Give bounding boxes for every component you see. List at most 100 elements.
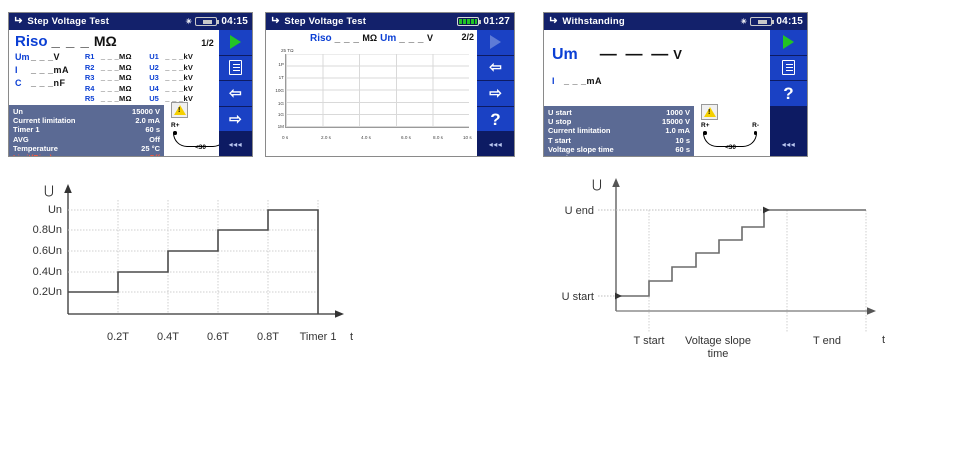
- um-unit: V: [673, 47, 682, 62]
- screen-content: Um — — — V I _ _ _ mA R+ R-: [544, 30, 770, 156]
- svg-text:Voltage slope: Voltage slope: [685, 335, 751, 347]
- setting-row: Current limitation 1.0 mA: [548, 126, 690, 136]
- readout-c: C _ _ _ nF: [15, 78, 85, 88]
- help-button[interactable]: ?: [477, 106, 514, 133]
- u-step-column: U1 _ _ _ kV U2 _ _ _ kV U3 _ _ _ kV U4 _ _ _ kV …: [149, 52, 213, 105]
- svg-text:0.6T: 0.6T: [207, 331, 229, 343]
- right-arrow-icon: ⇨: [489, 84, 502, 102]
- um-label: Um: [380, 33, 397, 44]
- um-unit: V: [53, 52, 61, 62]
- terminal-r-minus-label: R-: [752, 122, 759, 129]
- table-row: R3 _ _ _ MΩ: [84, 73, 132, 82]
- setting-row: Un 15000 V: [13, 107, 160, 116]
- play-icon: [783, 35, 794, 50]
- x-tick: 6.0 s: [401, 135, 411, 140]
- page-indicator: 2/2: [461, 32, 474, 42]
- back-button[interactable]: ◂◂◂: [477, 132, 514, 156]
- plot-area: [285, 54, 469, 128]
- screen-title: Withstanding: [562, 16, 625, 27]
- terminal-dot-left: [173, 131, 177, 135]
- table-row: U5 _ _ _ kV: [149, 94, 194, 103]
- um-value: _ _ _: [31, 52, 54, 62]
- measurement-plot: 25 TΩ 1P 1T 10G 1G 1G 1M 0 s 2.0 s 4.0 s…: [269, 46, 473, 141]
- play-icon: [490, 35, 501, 50]
- svg-text:time: time: [708, 348, 729, 358]
- i-value: _ _ _: [564, 76, 587, 86]
- blank-key[interactable]: [770, 106, 807, 133]
- table-row: R2 _ _ _ MΩ: [84, 62, 132, 72]
- table-row: R5 _ _ _ MΩ: [84, 94, 132, 103]
- svg-text:0.8Un: 0.8Un: [33, 224, 62, 236]
- c-label: C: [15, 78, 22, 88]
- start-button[interactable]: [477, 30, 514, 56]
- function-key-sidebar: ⇦ ⇨ ? ◂◂◂: [477, 30, 514, 156]
- terminal-note: <30: [725, 144, 737, 151]
- function-key-sidebar: ⇦ ⇨ ◂◂◂: [218, 30, 252, 156]
- setting-row: AVG Off: [13, 134, 160, 144]
- bluetooth-icon: ✴: [185, 17, 193, 26]
- um-value: _ _ _: [399, 33, 424, 44]
- next-button[interactable]: ⇨: [218, 106, 252, 133]
- warning-icon: [701, 104, 718, 120]
- riso-value: _ _ _: [51, 33, 90, 50]
- svg-text:0.2Un: 0.2Un: [33, 286, 62, 298]
- list-icon: [782, 60, 795, 76]
- svg-text:⋃: ⋃: [592, 177, 602, 191]
- i-value: _ _ _: [31, 65, 54, 75]
- svg-text:T start: T start: [634, 335, 665, 347]
- y-axis-top-label: 25 TΩ: [281, 48, 294, 53]
- start-button[interactable]: [770, 30, 807, 56]
- svg-text:⋃: ⋃: [44, 183, 54, 197]
- svg-text:0.8T: 0.8T: [257, 331, 279, 343]
- next-button[interactable]: ⇨: [477, 81, 514, 107]
- i-label: I: [15, 65, 18, 75]
- riso-unit: MΩ: [93, 33, 117, 49]
- readout-i: I _ _ _ mA: [552, 76, 762, 86]
- clock: 04:15: [776, 16, 803, 27]
- table-row: R4 _ _ _ MΩ: [84, 83, 132, 93]
- bluetooth-icon: ✴: [740, 17, 748, 26]
- page-indicator: 1/2: [201, 38, 214, 48]
- i-unit: mA: [586, 76, 603, 86]
- back-icon[interactable]: ↵: [13, 15, 23, 27]
- riso-label: Riso: [309, 33, 332, 44]
- readout-i: I _ _ _ mA: [15, 65, 85, 75]
- previous-button[interactable]: ⇦: [477, 55, 514, 82]
- terminal-diagram: R+ R- <30: [169, 122, 219, 156]
- y-tick: 10G: [275, 88, 284, 93]
- x-tick: 10 s: [463, 135, 472, 140]
- terminal-r-plus-label: R+: [701, 122, 710, 129]
- svg-text:U start: U start: [562, 291, 594, 303]
- y-tick: 1G: [277, 101, 284, 106]
- back-button[interactable]: ◂◂◂: [770, 132, 807, 156]
- c-value: _ _ _: [31, 78, 54, 88]
- menu-button[interactable]: [770, 55, 807, 82]
- setting-row: T start 10 s: [548, 135, 690, 145]
- y-tick: 1T: [278, 75, 284, 80]
- menu-button[interactable]: [218, 55, 252, 82]
- readout-um: Um _ _ _ V: [15, 52, 85, 62]
- setting-row: T end10 s: [548, 154, 690, 156]
- instrument-screen-step-voltage-graph: ↵ Step Voltage Test 01:27 Riso _ _ _ MΩ …: [265, 12, 515, 157]
- terminal-r-plus-label: R+: [171, 122, 180, 129]
- primary-readout: Riso _ _ _ MΩ: [15, 33, 214, 50]
- titlebar: ↵ Step Voltage Test 01:27: [266, 13, 514, 30]
- back-icon[interactable]: ↵: [548, 15, 558, 27]
- svg-text:Un: Un: [48, 204, 62, 216]
- previous-button[interactable]: ⇦: [218, 81, 252, 107]
- y-tick: 1G: [277, 112, 284, 117]
- back-dots-icon: ◂◂◂: [488, 140, 503, 150]
- function-key-sidebar: ? ◂◂◂: [770, 30, 807, 156]
- riso-unit: MΩ: [362, 33, 378, 43]
- back-icon[interactable]: ↵: [270, 15, 280, 27]
- start-button[interactable]: [218, 30, 252, 56]
- setting-row: Temperature 25 °C: [13, 143, 160, 153]
- back-button[interactable]: ◂◂◂: [218, 132, 252, 156]
- setting-row: U stop 15000 V: [548, 117, 690, 127]
- withstanding-profile-diagram: U end U start ⋃ t T start Voltage slope …: [536, 168, 946, 358]
- c-unit: nF: [53, 78, 66, 88]
- svg-text:t: t: [350, 331, 353, 343]
- table-row: U1 _ _ _ kV: [149, 52, 194, 61]
- help-button[interactable]: ?: [770, 81, 807, 107]
